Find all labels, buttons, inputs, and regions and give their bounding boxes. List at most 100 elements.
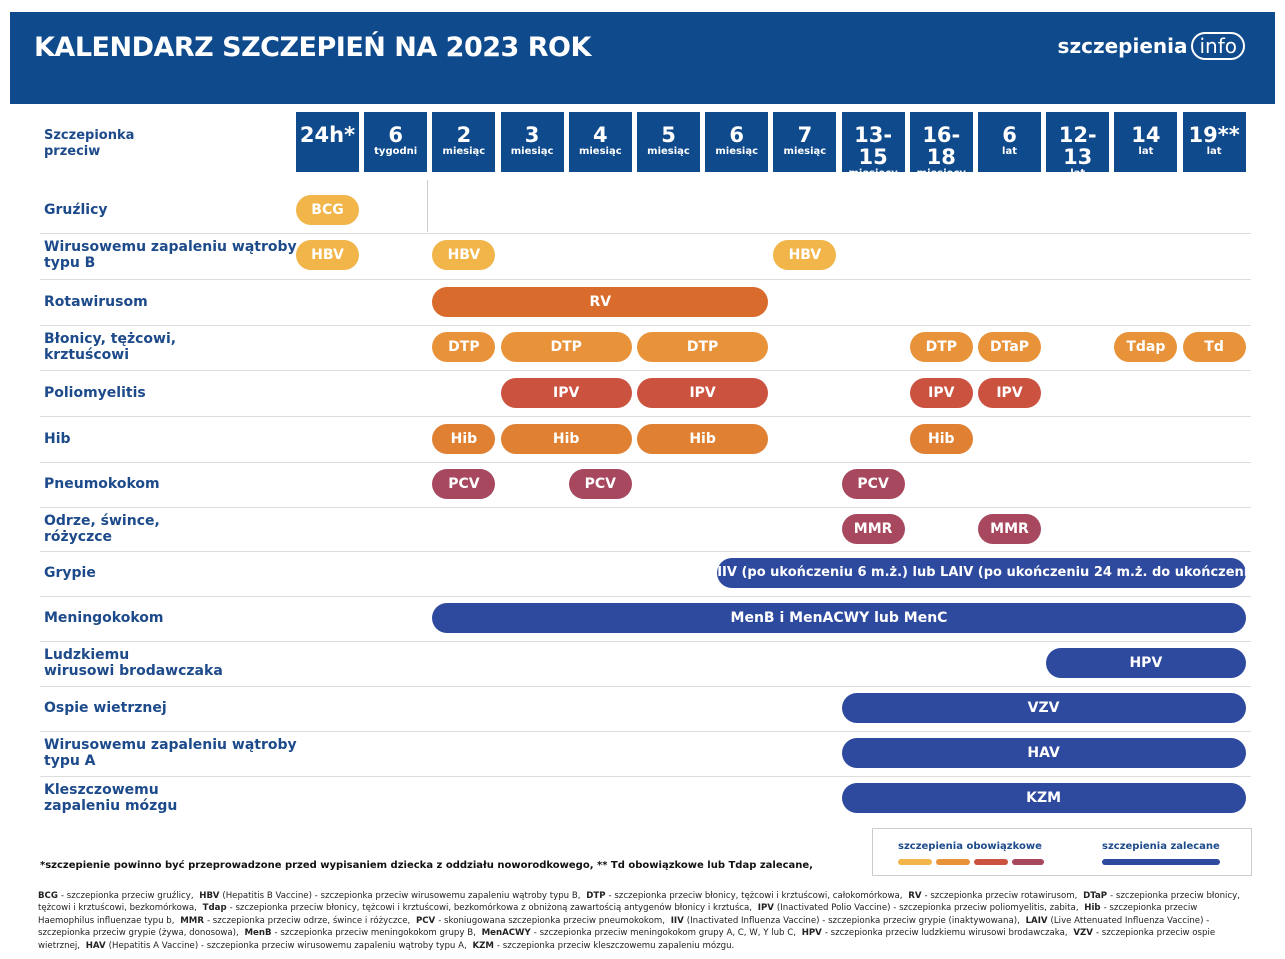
abbr-term: PCV xyxy=(415,915,436,926)
row-label: Kleszczowemu zapaleniu mózgu xyxy=(44,782,178,814)
column-main: 6 xyxy=(729,123,744,147)
abbreviation: HAV (Hepatitis A Vaccine) - szczepionka p… xyxy=(86,941,467,951)
vaccine-pill: Td xyxy=(1182,332,1246,362)
abbr-term: LAIV xyxy=(1025,915,1048,926)
abbreviations: BCG - szczepionka przeciw gruźlicy, HBV (H… xyxy=(38,890,1250,952)
abbreviation: Hib - szczepionka przeciw Haemophilus inf… xyxy=(38,903,1197,925)
abbreviation: HBV (Hepatitis B Vaccine) - szczepionka p… xyxy=(199,891,580,901)
vaccine-pill: IIV (po ukończeniu 6 m.ż.) lub LAIV (po … xyxy=(717,558,1246,588)
vaccine-pill: VZV xyxy=(841,693,1246,723)
abbr-desc: - szczepionka przeciw Haemophilus influe… xyxy=(38,903,1198,926)
row-label: Poliomyelitis xyxy=(44,385,146,401)
logo-suffix: info xyxy=(1191,32,1245,60)
column-main: 7 xyxy=(797,123,813,147)
abbr-term: HPV xyxy=(801,928,822,939)
column-header: 6 miesiąc xyxy=(705,112,769,172)
column-header: 19** lat xyxy=(1182,112,1246,172)
row-label: Pneumokokom xyxy=(44,476,160,492)
abbr-desc: - szczepionka przeciw meningokokom grupy… xyxy=(533,928,796,939)
legend-mandatory: szczepienia obowiązkowe xyxy=(898,841,1042,852)
column-main: 4 xyxy=(592,123,608,147)
row-label: Wirusowemu zapaleniu wątroby typu B xyxy=(44,239,297,271)
vaccine-pill: DTP xyxy=(909,332,973,362)
abbr-term: Hib xyxy=(1084,903,1101,914)
vaccine-pill: IPV xyxy=(637,378,769,408)
column-sub: miesiąc xyxy=(510,146,554,157)
logo-text: szczepienia xyxy=(1057,34,1188,58)
abbr-term: MMR xyxy=(180,915,204,926)
column-sub: lat xyxy=(1206,146,1222,157)
column-sub: miesiąc xyxy=(647,146,690,157)
column-main: 14 xyxy=(1131,123,1161,147)
abbreviation: PCV - skoniugowana szczepionka przeciw pn… xyxy=(416,916,665,926)
vaccine-pill: IPV xyxy=(500,378,632,408)
column-sub: miesiąc xyxy=(578,146,622,157)
row-label: Ospie wietrznej xyxy=(44,700,167,716)
column-sub: miesiąc xyxy=(442,146,486,157)
abbr-term: HAV xyxy=(85,940,106,951)
legend-recommended: szczepienia zalecane xyxy=(1102,841,1220,852)
row-separator xyxy=(40,461,1251,463)
abbreviation: IIV (Inactivated Influenza Vaccine) - szc… xyxy=(671,916,1020,926)
vaccine-pill: RV xyxy=(432,287,769,317)
row-label: Błonicy, tężcowi, krztuścowi xyxy=(44,331,177,363)
vaccine-pill: PCV xyxy=(432,469,496,499)
column-header: 13-15 miesięcy xyxy=(841,112,905,179)
title: KALENDARZ SZCZEPIEŃ NA 2023 ROK xyxy=(34,32,591,63)
abbr-term: IPV xyxy=(757,903,774,914)
abbr-desc: - szczepionka przeciw ospie wietrznej, xyxy=(38,928,1216,951)
abbr-desc: - szczepionka przeciw błonicy, tężcowi i… xyxy=(38,891,1240,914)
abbr-term: Tdap xyxy=(202,903,227,914)
legend xyxy=(872,828,1252,876)
vaccine-pill: MMR xyxy=(841,514,905,544)
vaccine-pill: DTP xyxy=(432,332,496,362)
column-header: 2 miesiąc xyxy=(432,112,496,172)
column-sub: miesięcy xyxy=(916,168,966,179)
vaccine-pill: Tdap xyxy=(1114,332,1178,362)
swatch xyxy=(936,859,970,865)
abbr-desc: - szczepionka przeciw gruźlicy, xyxy=(60,891,194,901)
row-separator xyxy=(40,416,1251,417)
abbr-term: VZV xyxy=(1073,928,1093,939)
abbreviation: Tdap - szczepionka przeciw błonicy, tężco… xyxy=(203,903,752,913)
row-label: Grypie xyxy=(44,565,96,581)
column-header: 14 lat xyxy=(1114,112,1178,172)
divider xyxy=(427,180,428,232)
column-header: 7 miesiąc xyxy=(773,112,837,172)
column-header: 6 tygodni xyxy=(364,112,428,172)
row-label: Rotawirusom xyxy=(44,294,148,310)
row-label: Hib xyxy=(44,431,71,447)
column-sub: miesiąc xyxy=(783,146,827,157)
vaccine-pill: HBV xyxy=(773,240,837,270)
abbreviation: KZM - szczepionka przeciw kleszczowemu za… xyxy=(472,941,734,951)
abbr-term: MenB xyxy=(244,928,272,939)
abbreviation: DTaP - szczepionka przeciw błonicy, tężco… xyxy=(38,891,1240,913)
abbr-desc: - szczepionka przeciw meningokokom grupy… xyxy=(274,928,476,939)
column-main: 2 xyxy=(456,123,472,147)
abbreviation: LAIV (Live Attenuated Influenza Vaccine) … xyxy=(38,916,1209,938)
vaccine-pill: HBV xyxy=(296,240,359,270)
vaccine-pill: Hib xyxy=(909,424,973,454)
abbr-term: MenACWY xyxy=(481,928,531,939)
row-separator xyxy=(40,232,1251,234)
swatch xyxy=(1102,859,1220,865)
vaccine-pill: PCV xyxy=(841,469,905,499)
column-main: 6 xyxy=(1002,123,1017,147)
row-separator xyxy=(40,730,1251,732)
abbr-desc: (Inactivated Polio Vaccine) - szczepionk… xyxy=(776,903,1079,914)
vaccine-pill: DTP xyxy=(500,332,632,362)
column-main: 13-15 xyxy=(854,123,893,169)
vaccine-pill: MMR xyxy=(978,514,1041,544)
vaccine-pill: Hib xyxy=(637,424,769,454)
abbr-desc: - szczepionka przeciw kleszczowemu zapal… xyxy=(496,940,735,951)
abbr-term: BCG xyxy=(38,891,58,901)
column-header: 16-18 miesięcy xyxy=(909,112,973,179)
abbr-desc: - szczepionka przeciw odrze, śwince i ró… xyxy=(206,915,411,926)
abbr-term: DTP xyxy=(586,891,606,901)
header-bar xyxy=(10,12,1275,104)
abbreviation: HPV - szczepionka przeciw ludzkiemu wirus… xyxy=(802,928,1068,938)
abbreviation: DTP - szczepionka przeciw błonicy, tężcow… xyxy=(586,891,902,901)
row-separator xyxy=(40,506,1251,508)
vaccine-pill: BCG xyxy=(296,195,359,225)
